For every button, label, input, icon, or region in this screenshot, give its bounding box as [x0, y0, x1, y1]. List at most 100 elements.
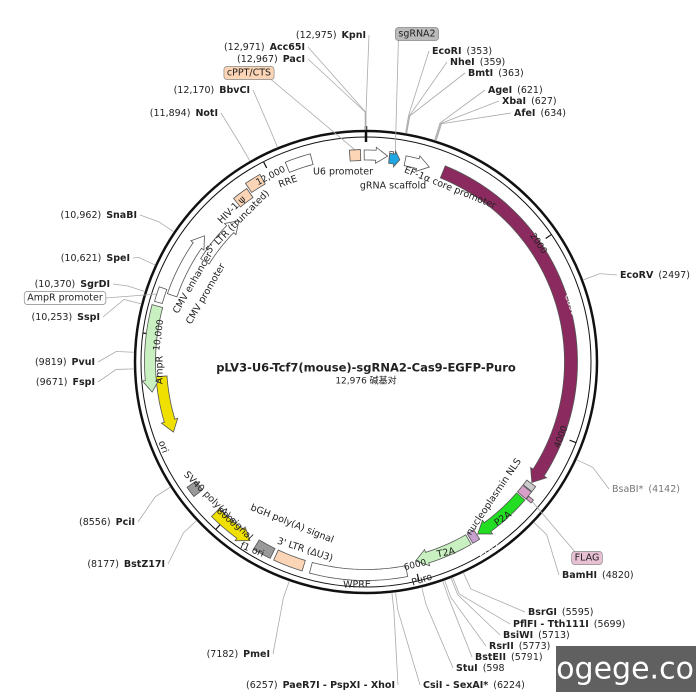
feature — [439, 165, 578, 484]
site-position: (363) — [498, 68, 524, 79]
feature — [200, 220, 240, 265]
site-position: (10,962) — [61, 210, 102, 221]
feature-tag: cPPT/CTS — [227, 68, 271, 79]
feature — [414, 534, 472, 567]
site-name: BsaBI* — [612, 484, 644, 495]
tick-label: 6000 — [403, 558, 428, 573]
site-position: (12,170) — [174, 85, 215, 96]
feature-leader — [270, 79, 356, 151]
site-position: (9671) — [36, 377, 68, 388]
site-name: RsrII — [489, 641, 514, 652]
site-position: (5791) — [511, 652, 543, 663]
site-name: NotI — [195, 108, 218, 119]
site-name: StuI — [456, 663, 478, 674]
site-leader — [421, 587, 454, 669]
site-label: AfeI (634) — [514, 108, 566, 119]
site-name: XbaI — [502, 96, 526, 107]
feature-leader — [531, 501, 575, 552]
site-position: (2497) — [658, 270, 690, 281]
feature — [284, 153, 314, 173]
site-label: (12,967) PacI — [237, 54, 305, 65]
site-label: (12,975) KpnI — [296, 30, 366, 41]
feature-tag-box — [223, 66, 275, 80]
site-label: (9819) PvuI — [35, 357, 95, 368]
feature — [154, 286, 168, 305]
site-label: AgeI (621) — [488, 85, 543, 96]
feature — [363, 146, 389, 164]
site-leader — [102, 298, 142, 318]
site-leader — [391, 592, 399, 686]
site-position: (10,621) — [61, 253, 102, 264]
site-name: SpeI — [106, 253, 130, 264]
site-label: BstEII (5791) — [475, 652, 543, 663]
tick-mark — [262, 161, 268, 169]
site-name: AfeI — [514, 108, 535, 119]
tick-mark — [569, 439, 577, 444]
site-leader — [576, 459, 610, 490]
feature — [273, 549, 306, 572]
site-leader — [252, 89, 278, 148]
site-leader — [450, 577, 501, 636]
feature — [348, 149, 362, 162]
site-leader — [112, 283, 146, 292]
site-leader — [97, 368, 135, 383]
site-name: SnaBI — [106, 210, 137, 221]
feature-label: AmpR — [155, 355, 166, 384]
site-position: (6224) — [493, 680, 525, 691]
site-label: EcoRI (353) — [432, 46, 492, 57]
site-position: (12,971) — [224, 42, 265, 53]
site-name: PmeI — [243, 649, 270, 660]
site-label: NheI (359) — [450, 57, 505, 68]
feature — [308, 561, 409, 581]
site-leader — [405, 61, 448, 134]
site-leader — [434, 100, 500, 141]
site-label: BamHI (4820) — [562, 570, 634, 581]
site-leader — [167, 520, 197, 565]
site-label: EcoRV (2497) — [620, 270, 690, 281]
site-label: (9671) FspI — [36, 377, 95, 388]
site-name: NheI — [450, 57, 475, 68]
site-leader — [533, 521, 560, 576]
watermark: blogege.com — [529, 652, 700, 687]
site-position: (4820) — [602, 570, 634, 581]
site-leader — [434, 89, 486, 141]
tick-label: 10,000 — [152, 319, 166, 352]
tick-mark — [545, 234, 552, 240]
feature — [477, 492, 526, 535]
site-label: (10,370) SgrDI — [35, 279, 110, 290]
site-position: (4142) — [648, 484, 680, 495]
feature-label: U6 promoter — [313, 167, 373, 178]
site-position: (12,967) — [237, 54, 278, 65]
site-position: (634) — [540, 108, 566, 119]
feature — [210, 508, 251, 542]
site-name: EcoRI — [432, 46, 462, 57]
site-label: (10,253) SspI — [32, 312, 101, 323]
tick-mark — [215, 523, 221, 530]
site-position: (10,370) — [35, 279, 76, 290]
site-leader — [307, 58, 366, 131]
site-leader — [582, 273, 618, 281]
site-leader — [137, 486, 171, 523]
site-leader — [462, 572, 526, 613]
feature — [525, 495, 535, 504]
site-name: BstEII — [475, 652, 506, 663]
site-label: RsrII (5773) — [489, 641, 550, 652]
site-name: CsiI - SexAI* — [423, 680, 488, 691]
feature — [155, 375, 179, 433]
site-label: BsiWI (5713) — [503, 630, 570, 641]
site-label: (8556) PciI — [79, 517, 135, 528]
site-position: (11,894) — [150, 108, 191, 119]
site-position: (5595) — [562, 607, 594, 618]
site-label: (10,621) SpeI — [61, 253, 130, 264]
site-leader — [132, 257, 156, 266]
site-position: (627) — [531, 96, 557, 107]
site-name: PciI — [116, 517, 135, 528]
site-label: PflFI - Tth111I (5699) — [513, 619, 625, 630]
feature — [141, 304, 164, 393]
site-name: SspI — [77, 312, 100, 323]
site-name: PacI — [283, 54, 305, 65]
site-leader — [220, 112, 251, 162]
site-leader — [365, 34, 370, 130]
site-position: (8177) — [87, 559, 119, 570]
